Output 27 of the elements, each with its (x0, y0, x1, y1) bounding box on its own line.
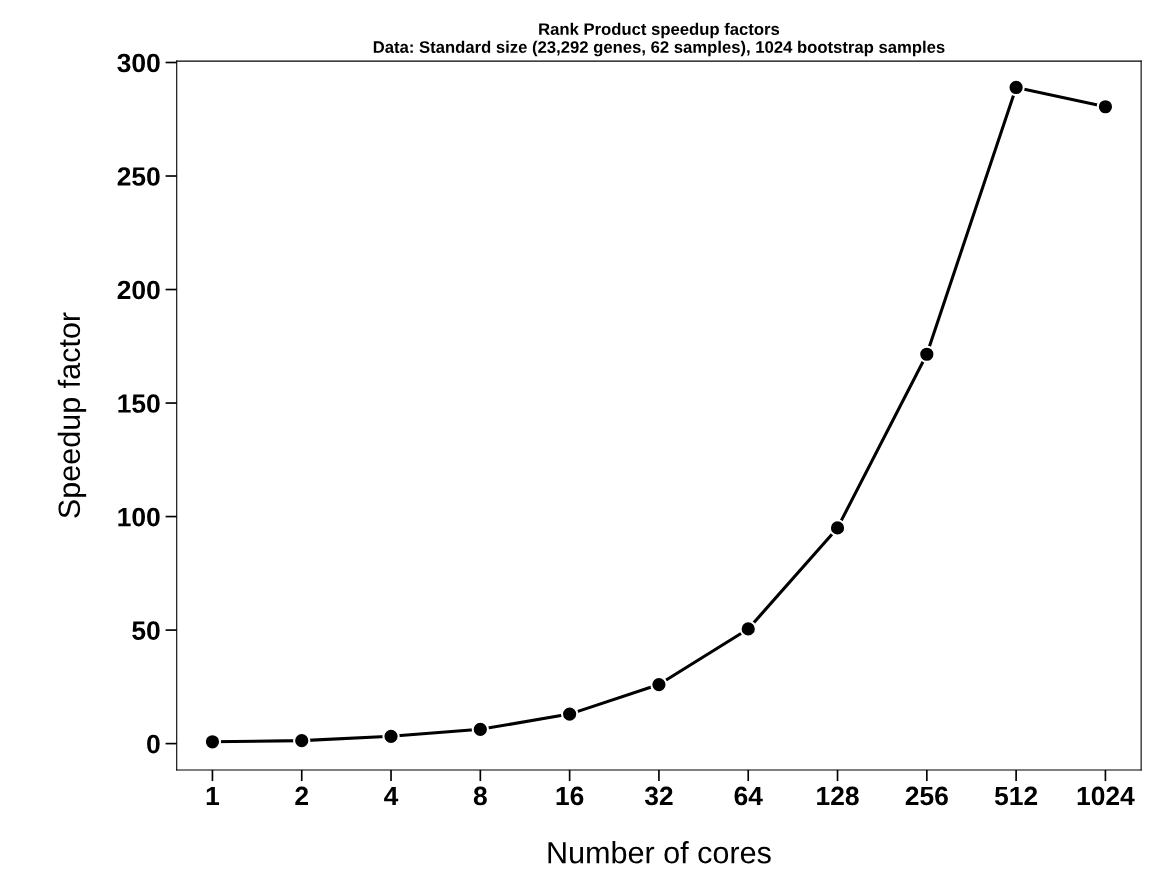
y-tick-label: 100 (118, 507, 160, 527)
x-tick-label: 8 (473, 786, 487, 806)
chart-title: Rank Product speedup factors Data: Standard size (23,292 genes, 62 samples), 1024 bootstrap samples (373, 22, 945, 57)
point (739, 620, 757, 638)
x-axis-title: Number of cores (548, 841, 771, 864)
y-tick-label: 50 (132, 621, 160, 640)
x-tick-label: 1024 (1077, 786, 1135, 806)
x-tick-label: 32 (644, 786, 673, 806)
x-tick-label: 512 (994, 786, 1038, 806)
x-tick-label: 16 (556, 786, 584, 806)
y-tick-label: 150 (118, 394, 160, 413)
x-tick-label: 64 (734, 786, 763, 806)
point (560, 705, 579, 723)
y-tick-label: 0 (147, 734, 160, 754)
y-tick-label: 250 (117, 167, 160, 186)
x-tick-label: 2 (295, 786, 309, 806)
x-tick-label: 256 (905, 786, 948, 806)
y-axis-title: Speedup factor (57, 312, 87, 518)
x-tick-label: 1 (206, 786, 220, 806)
point (203, 733, 222, 751)
x-tick-label: 128 (817, 786, 859, 806)
point (471, 720, 490, 738)
point (1007, 78, 1025, 97)
y-tick-label: 200 (117, 280, 160, 300)
y-tick-label: 300 (117, 53, 160, 73)
x-tick-label: 4 (384, 786, 399, 806)
point (918, 345, 936, 363)
